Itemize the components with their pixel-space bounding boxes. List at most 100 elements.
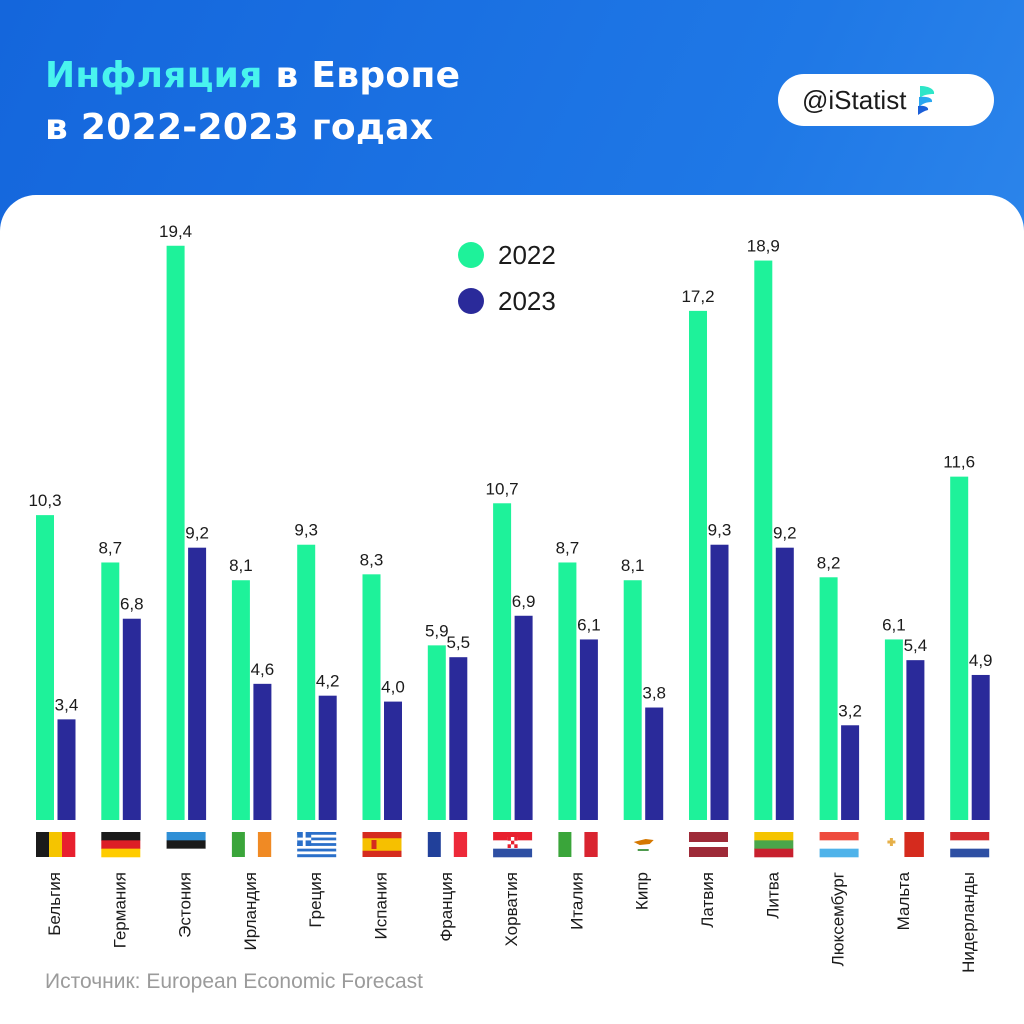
legend-label-2022: 2022	[498, 239, 556, 270]
bar-2022	[819, 577, 838, 820]
country-label: Эстония	[176, 872, 195, 938]
bar-2022	[623, 580, 642, 820]
bar-2023	[906, 660, 925, 820]
germany-flag-icon	[101, 832, 141, 858]
country-label: Нидерланды	[959, 872, 978, 973]
data-label-2023: 6,1	[577, 615, 601, 634]
feather-logo-icon	[918, 86, 935, 115]
country-label: Латвия	[698, 872, 717, 928]
bar-2023	[57, 719, 76, 820]
data-label-2023: 5,4	[904, 636, 928, 655]
bar-2023	[579, 639, 598, 820]
page-title: Инфляция в Европе в 2022-2023 годах	[45, 50, 460, 154]
italy-flag-icon	[558, 832, 598, 857]
bar-2022	[362, 574, 381, 820]
netherlands-flag-icon	[950, 832, 990, 858]
bar-2022	[884, 639, 903, 820]
greece-flag-icon	[297, 832, 337, 858]
data-label-2022: 17,2	[681, 287, 714, 306]
luxembourg-flag-icon	[819, 832, 859, 858]
data-label-2022: 19,4	[159, 222, 192, 241]
country-label: Литва	[763, 871, 782, 918]
bar-2022	[427, 645, 446, 820]
country-label: Кипр	[633, 872, 652, 910]
cyprus-flag-icon	[623, 832, 663, 857]
lithuania-flag-icon	[754, 832, 794, 858]
croatia-flag-icon	[493, 832, 533, 858]
country-label: Бельгия	[45, 872, 64, 936]
country-label: Франция	[437, 872, 456, 942]
data-label-2023: 3,8	[642, 684, 666, 703]
data-label-2022: 9,3	[294, 521, 318, 540]
data-label-2023: 6,9	[512, 592, 536, 611]
title-line-2: в 2022-2023 годах	[45, 107, 434, 148]
legend-swatch-2023	[458, 288, 484, 314]
data-label-2023: 3,2	[838, 701, 862, 720]
data-label-2023: 9,2	[185, 524, 209, 543]
country-label: Греция	[306, 872, 325, 928]
data-label-2022: 11,6	[943, 453, 975, 472]
data-label-2022: 8,7	[98, 538, 122, 557]
country-label: Германия	[110, 872, 129, 948]
country-label: Люксембург	[829, 872, 848, 966]
data-label-2022: 8,1	[621, 556, 645, 575]
bar-2023	[122, 618, 141, 820]
bar-2023	[253, 683, 272, 820]
ireland-flag-icon	[231, 832, 272, 857]
data-label-2023: 4,2	[316, 672, 340, 691]
title-rest: в Европе	[262, 55, 461, 96]
belgium-flag-icon	[36, 832, 76, 857]
data-label-2023: 4,6	[251, 660, 275, 679]
latvia-flag-icon	[689, 832, 728, 857]
bar-2022	[101, 562, 120, 820]
data-label-2022: 6,1	[882, 615, 906, 634]
bar-2022	[36, 515, 54, 820]
data-label-2022: 8,2	[817, 553, 841, 572]
data-label-2023: 3,4	[55, 695, 79, 714]
data-label-2022: 10,7	[486, 479, 519, 498]
bar-2023	[318, 695, 337, 820]
data-label-2023: 4,9	[969, 651, 993, 670]
bar-2023	[384, 701, 402, 820]
legend: 2022 2023	[458, 232, 556, 324]
malta-flag-icon	[884, 832, 924, 857]
estonia-flag-icon	[166, 832, 206, 858]
country-label: Мальта	[894, 871, 913, 930]
brand-badge[interactable]: @iStatist	[778, 74, 994, 126]
source-note: Источник: European Economic Forecast	[45, 970, 423, 993]
bar-2023	[710, 544, 729, 820]
data-label-2022: 18,9	[747, 237, 780, 256]
data-label-2022: 8,7	[556, 538, 580, 557]
france-flag-icon	[427, 832, 468, 857]
country-label: Ирландия	[241, 872, 260, 950]
bar-2023	[188, 547, 207, 820]
data-label-2023: 4,0	[381, 678, 405, 697]
bar-2022	[297, 544, 316, 820]
country-label: Италия	[567, 872, 586, 930]
data-label-2023: 9,3	[708, 521, 732, 540]
data-label-2023: 5,5	[446, 633, 470, 652]
bar-2023	[514, 615, 533, 820]
country-label: Испания	[371, 872, 390, 939]
title-accent: Инфляция	[45, 55, 263, 96]
legend-label-2023: 2023	[498, 285, 556, 316]
data-label-2023: 9,2	[773, 524, 797, 543]
data-label-2022: 10,3	[28, 491, 61, 510]
legend-item-2022: 2022	[458, 232, 556, 278]
data-label-2022: 8,3	[360, 550, 384, 569]
bar-2022	[231, 580, 250, 820]
bar-2022	[754, 260, 773, 820]
country-label: Хорватия	[502, 872, 521, 946]
bar-2022	[166, 245, 185, 820]
bar-2022	[558, 562, 577, 820]
bar-2022	[493, 503, 512, 820]
brand-handle: @iStatist	[802, 84, 907, 115]
spain-flag-icon	[362, 832, 402, 857]
bar-2023	[841, 725, 860, 820]
legend-item-2023: 2023	[458, 278, 556, 324]
bar-2023	[971, 674, 990, 820]
bar-2023	[449, 657, 468, 820]
bar-2022	[950, 476, 969, 820]
bar-2023	[645, 707, 664, 820]
